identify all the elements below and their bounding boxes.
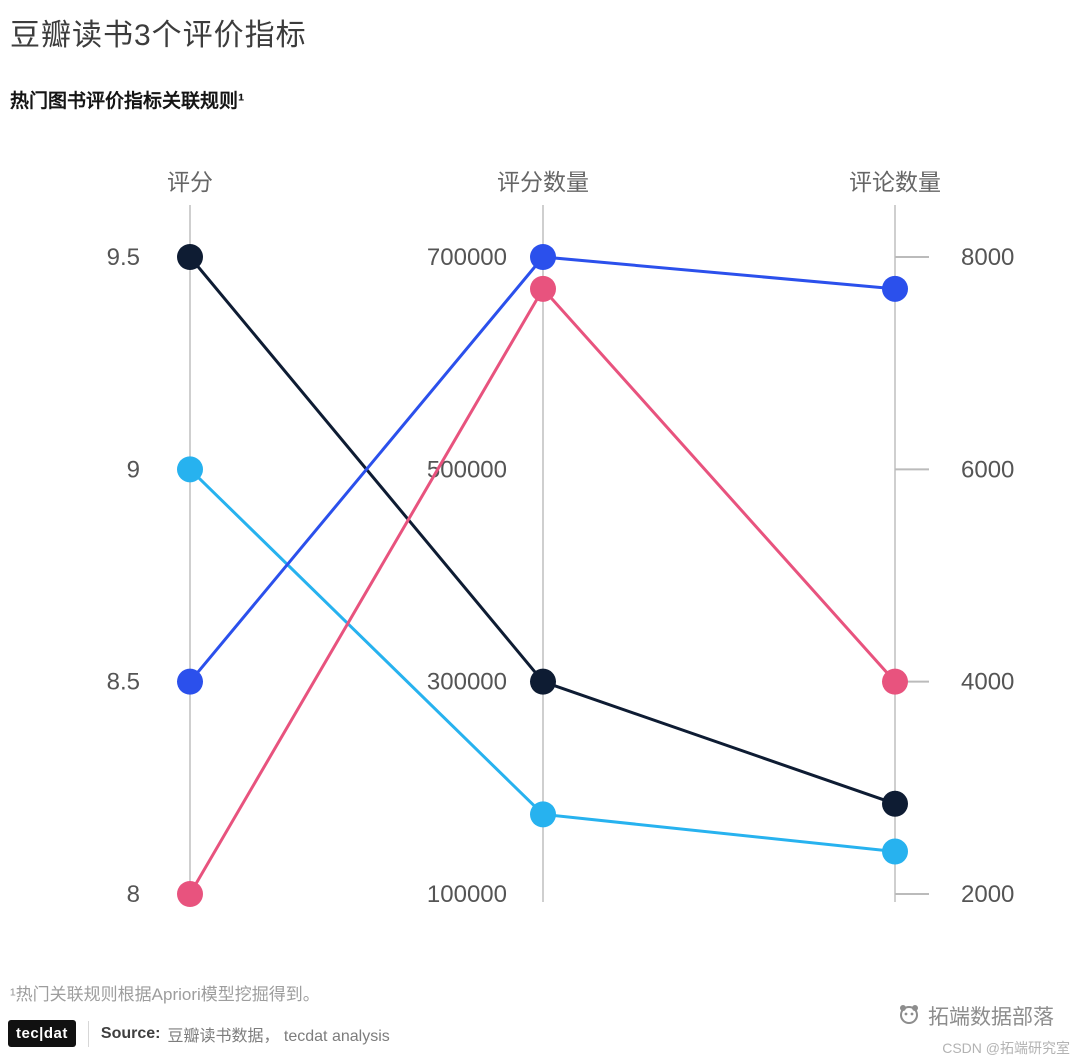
source-label: Source: [100, 1024, 161, 1042]
data-point-pink[interactable] [177, 881, 203, 907]
tecdat-logo: tec|dat [8, 1020, 76, 1047]
tick-label-rating: 8 [127, 881, 140, 908]
chart-area: 评分 8 8.5 9 9.5 评分数量 100000 300000 500000 700000 评论… [0, 148, 1080, 960]
data-point-blue[interactable] [177, 668, 203, 695]
tick-label-rating: 9.5 [107, 244, 140, 271]
data-point-cyan[interactable] [530, 801, 556, 828]
tick-label-rating-count: 300000 [427, 669, 507, 696]
footnote: ¹热门关联规则根据Apriori模型挖掘得到。 [10, 985, 320, 1004]
csdn-watermark: CSDN @拓端研究室 [942, 1040, 1070, 1056]
data-point-dark-navy[interactable] [882, 790, 908, 817]
parallel-coordinates-chart: 评分 8 8.5 9 9.5 评分数量 100000 300000 500000 700000 评论… [107, 169, 1015, 908]
tick-label-rating-count: 700000 [427, 244, 507, 271]
data-point-blue[interactable] [530, 244, 556, 270]
data-point-pink[interactable] [882, 668, 908, 695]
tick-label-comment-count: 4000 [961, 669, 1014, 696]
tick-label-rating-count: 500000 [427, 456, 507, 483]
tick-label-comment-count: 2000 [961, 881, 1014, 908]
chart-subtitle: 热门图书评价指标关联规则¹ [10, 91, 245, 112]
axis-title-rating: 评分 [167, 169, 213, 195]
tick-label-comment-count: 8000 [961, 244, 1014, 271]
data-point-pink[interactable] [530, 275, 556, 302]
tick-label-rating: 9 [127, 456, 140, 483]
data-point-dark-navy[interactable] [177, 244, 203, 270]
watermark: 拓端数据部落 [896, 1000, 1054, 1032]
axis-title-rating-count: 评分数量 [497, 169, 589, 195]
tick-label-rating-count: 100000 [427, 881, 507, 908]
tick-label-rating: 8.5 [107, 669, 140, 696]
watermark-text: 拓端数据部落 [928, 1005, 1054, 1029]
source-text: 豆瓣读书数据， tecdat analysis [167, 1027, 390, 1045]
footer: tec|dat Source: 豆瓣读书数据， tecdat analysis [8, 1020, 390, 1047]
data-point-cyan[interactable] [177, 456, 203, 483]
axis-title-comment-count: 评论数量 [849, 169, 941, 195]
chart-title: 豆瓣读书3个评价指标 [10, 19, 307, 52]
panda-icon [896, 1000, 922, 1032]
footer-divider [87, 1020, 89, 1047]
tick-label-comment-count: 6000 [961, 456, 1014, 483]
data-point-cyan[interactable] [882, 838, 908, 865]
data-point-blue[interactable] [882, 275, 908, 302]
data-point-dark-navy[interactable] [530, 668, 556, 695]
